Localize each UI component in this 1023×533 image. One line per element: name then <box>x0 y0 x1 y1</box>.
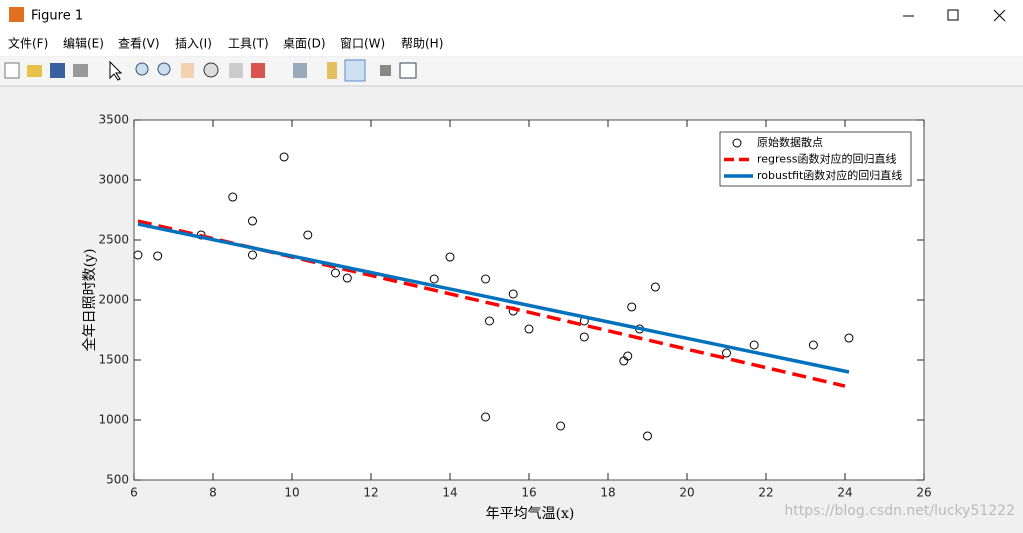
scatter-point <box>579 332 589 342</box>
legend-icon[interactable] <box>344 59 366 82</box>
save-icon[interactable] <box>50 63 65 78</box>
scatter-point <box>248 250 257 260</box>
title-bar <box>0 0 1023 31</box>
scatter-point <box>481 274 491 284</box>
x-tick-label: 16 <box>521 486 536 500</box>
scatter-point <box>303 230 313 240</box>
scatter-point <box>508 289 518 299</box>
y-tick-label: 3500 <box>98 113 129 127</box>
scatter-point <box>485 316 494 326</box>
scatter-point <box>153 251 163 261</box>
menu-item[interactable]: 编辑(E) <box>63 36 104 51</box>
zoom-out-icon[interactable] <box>157 62 171 76</box>
watermark: https://blog.csdn.net/lucky51222 <box>784 503 1015 519</box>
scatter-point <box>481 412 491 422</box>
legend-marker <box>732 138 742 148</box>
toolbar-icons <box>4 59 417 82</box>
brush-icon[interactable] <box>251 63 265 78</box>
y-tick-label: 1000 <box>98 413 129 427</box>
scatter-point <box>228 192 238 202</box>
x-tick-label: 10 <box>284 486 299 500</box>
scatter-point <box>524 324 534 334</box>
scatter-point <box>722 348 731 358</box>
menu-item[interactable]: 插入(I) <box>175 37 212 51</box>
x-tick-label: 20 <box>679 486 694 500</box>
scatter-point <box>445 252 455 262</box>
scatter-point <box>248 216 257 226</box>
regression-line <box>137 222 850 374</box>
legend-label: 原始数据散点 <box>757 135 823 149</box>
menu-item[interactable]: 工具(T) <box>228 37 269 51</box>
menu-item[interactable]: 文件(F) <box>8 36 48 51</box>
link-icon[interactable] <box>293 63 307 78</box>
app-icon <box>9 7 24 22</box>
scatter-point <box>650 282 660 292</box>
open-icon[interactable] <box>27 65 42 77</box>
scatter-point <box>429 274 439 284</box>
legend-label: robustfit函数对应的回归直线 <box>757 168 902 182</box>
regression-line <box>137 219 846 388</box>
pointer-icon[interactable] <box>109 60 123 81</box>
window-title: Figure 1 <box>31 9 83 24</box>
scatter-point <box>808 340 818 350</box>
menu-item[interactable]: 桌面(D) <box>283 37 326 51</box>
x-tick-label: 12 <box>363 486 378 500</box>
print-icon[interactable] <box>73 64 88 77</box>
scatter-point <box>133 250 143 260</box>
x-tick-label: 8 <box>209 486 217 500</box>
rotate-icon[interactable] <box>203 62 219 78</box>
dock-icon[interactable] <box>399 62 417 79</box>
scatter-point <box>749 340 759 350</box>
zoom-in-icon[interactable] <box>135 62 149 76</box>
scatter-point <box>330 268 340 278</box>
y-tick-label: 3000 <box>98 173 129 187</box>
hide-tools-icon[interactable] <box>380 65 391 76</box>
menu-item[interactable]: 帮助(H) <box>401 37 443 51</box>
scatter-point <box>844 333 854 343</box>
x-tick-label: 26 <box>916 486 931 500</box>
datatip-icon[interactable] <box>229 63 243 78</box>
new-icon[interactable] <box>4 62 20 79</box>
y-tick-label: 2500 <box>98 233 129 247</box>
x-tick-label: 6 <box>130 486 138 500</box>
y-axis-label: 全年日照时数(y) <box>81 249 98 352</box>
menu-bar <box>0 31 1023 56</box>
menu-item[interactable]: 窗口(W) <box>340 37 385 51</box>
toolbar <box>0 57 1023 85</box>
scatter-point <box>643 431 652 441</box>
scatter-point <box>279 152 289 162</box>
x-tick-label: 18 <box>600 486 615 500</box>
pan-icon[interactable] <box>181 63 194 78</box>
close-button[interactable] <box>993 9 1006 22</box>
y-tick-label: 1500 <box>98 353 129 367</box>
legend-label: regress函数对应的回归直线 <box>757 152 897 166</box>
scatter-point <box>342 273 352 283</box>
x-tick-label: 22 <box>758 486 773 500</box>
colorbar-icon[interactable] <box>327 62 337 79</box>
y-tick-label: 2000 <box>98 293 129 307</box>
x-axis-label: 年平均气温(x) <box>486 506 575 522</box>
maximize-button[interactable] <box>947 9 959 21</box>
x-tick-label: 24 <box>837 486 852 500</box>
menu-item[interactable]: 查看(V) <box>118 37 160 51</box>
scatter-point <box>623 351 633 361</box>
scatter-point <box>627 302 637 312</box>
y-tick-label: 500 <box>106 473 129 487</box>
x-tick-label: 14 <box>442 486 457 500</box>
scatter-point <box>556 421 566 431</box>
